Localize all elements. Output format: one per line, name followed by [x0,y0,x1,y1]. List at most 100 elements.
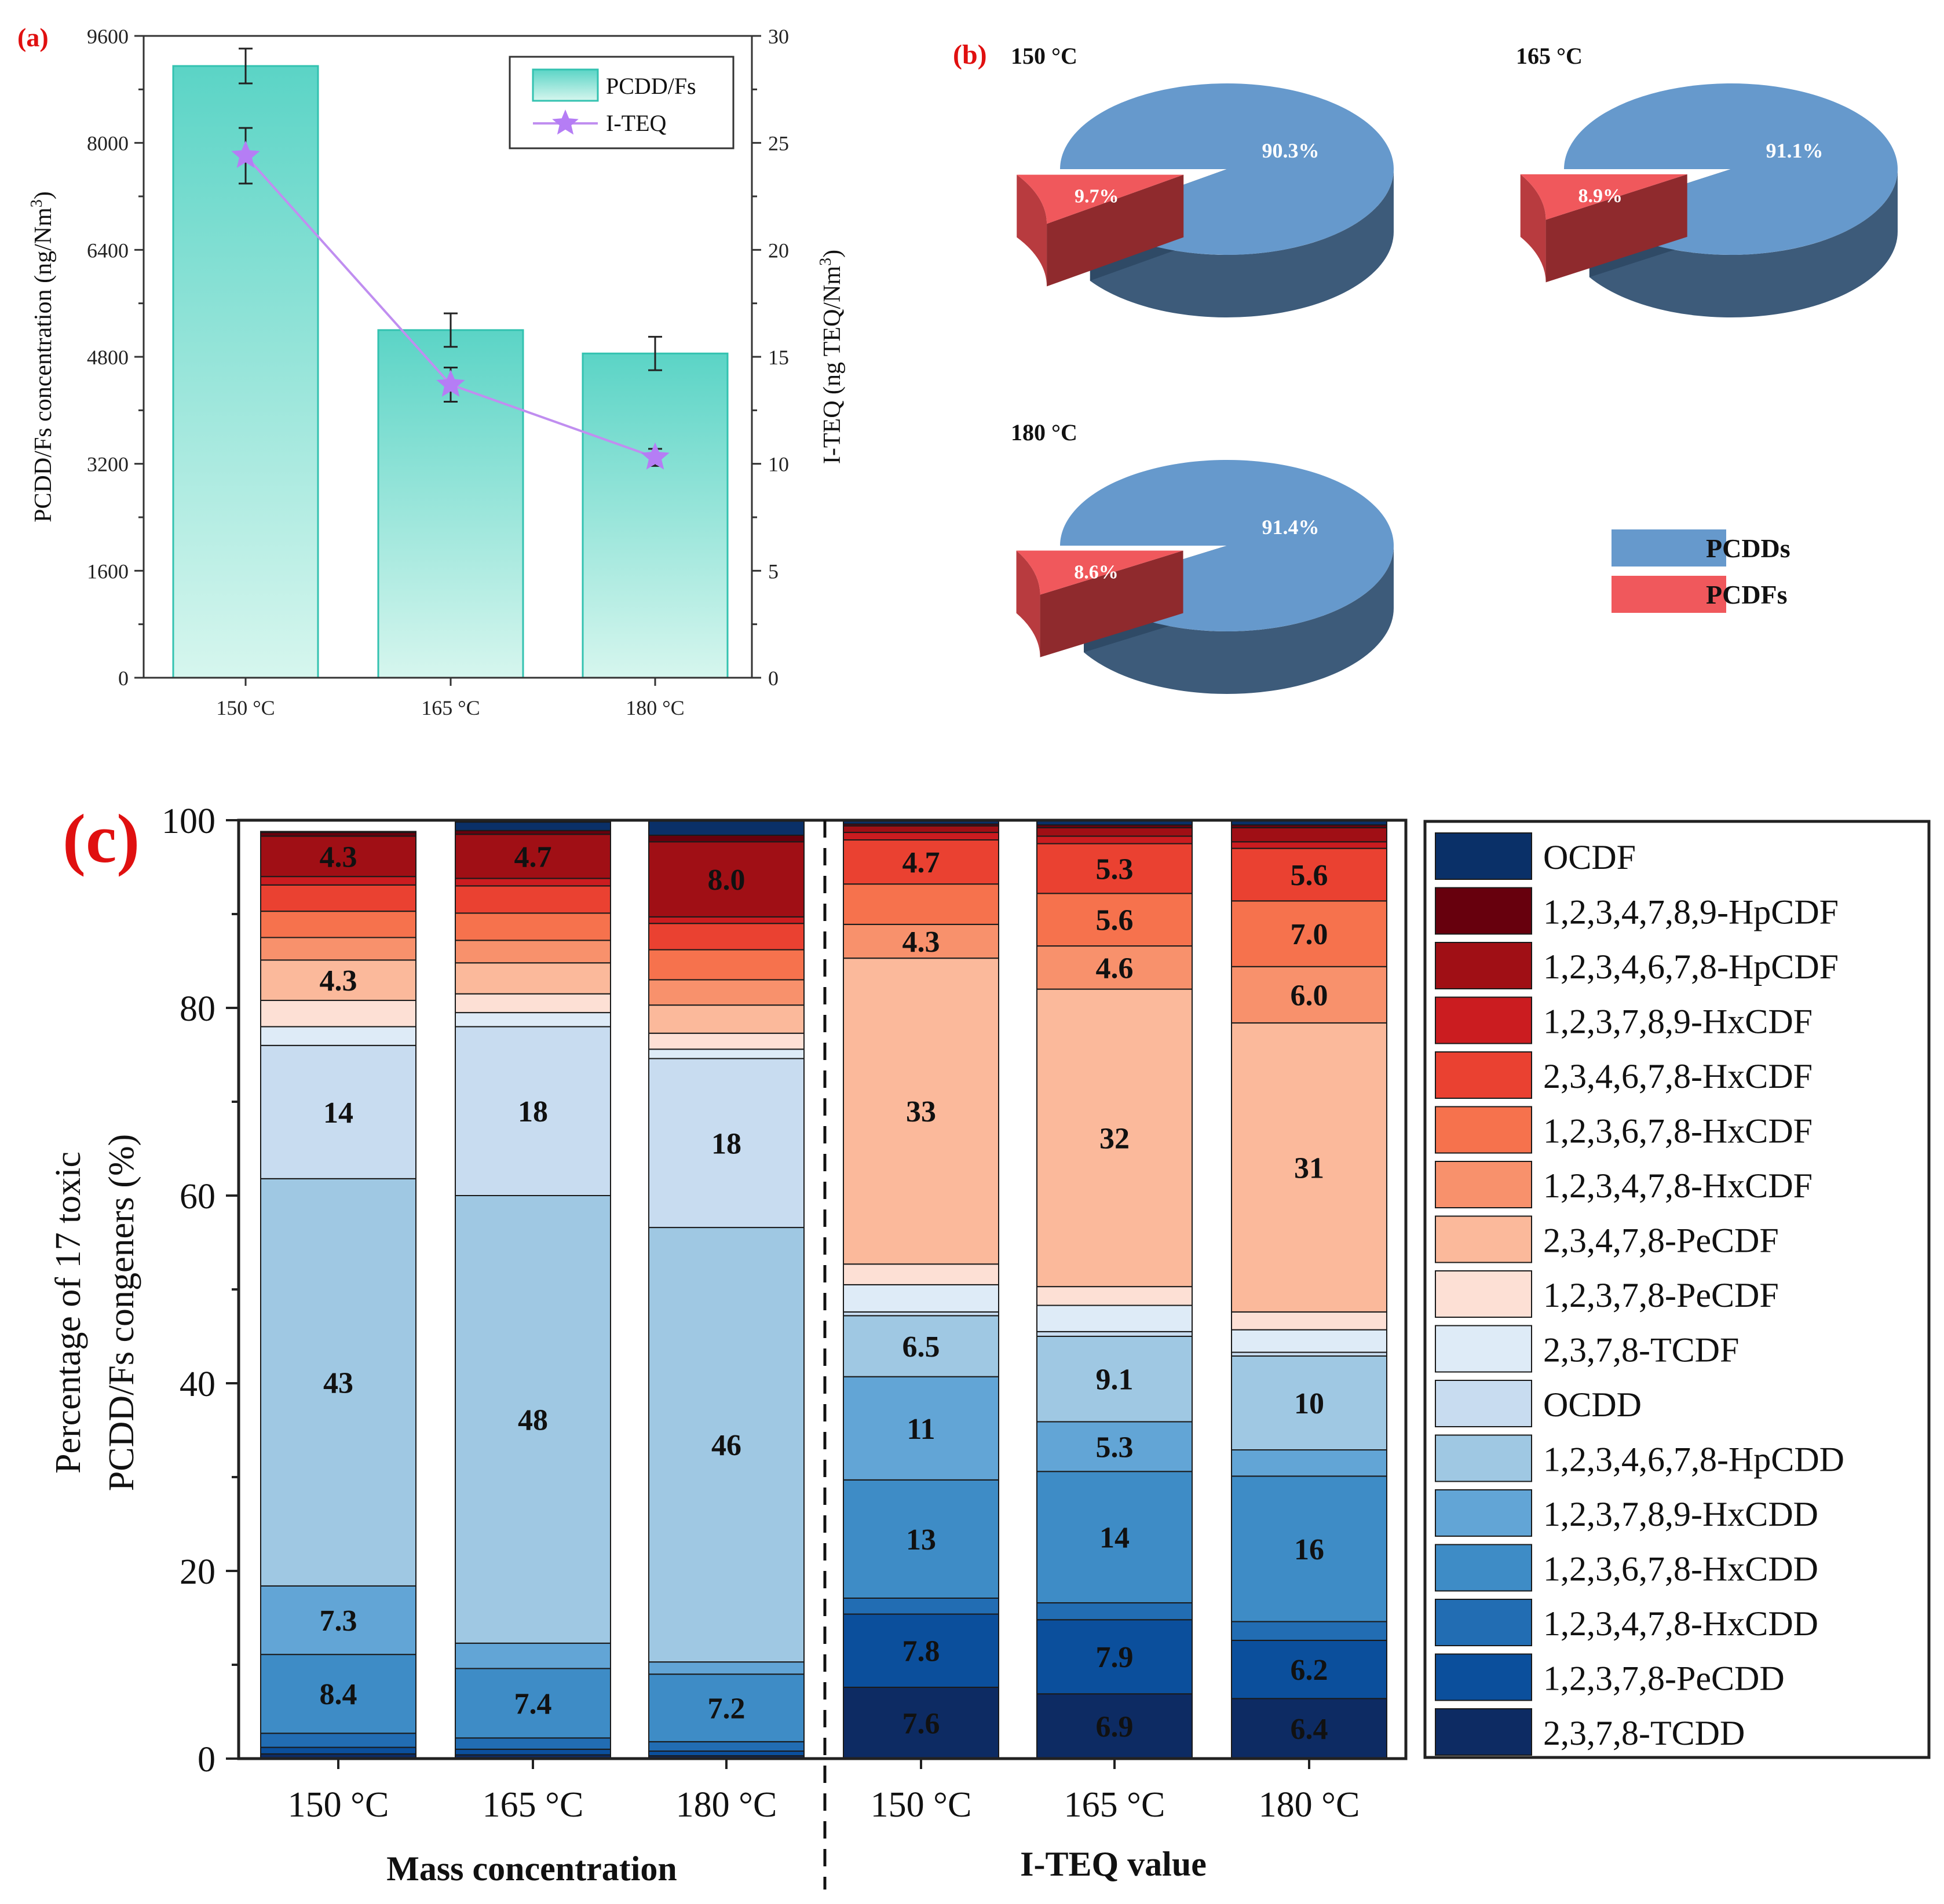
stack-seg-1-2-3-7-8-pecdd [843,1613,999,1688]
y-axis-label-line1: Percentage of 17 toxic [49,1152,88,1474]
right-tick-label: 5 [768,560,779,583]
pie-150-c-title: 150 °C [1011,43,1077,69]
legend-pcdfs-swatch [1612,576,1726,613]
stack-label-1-2-3-4-6-7-8-hpcdd: 46 [711,1429,741,1462]
stack-seg-1-2-3-4-6-7-8-hpcdd [1036,1336,1193,1423]
y-tick-label: 60 [180,1177,215,1216]
iteq-marker-star [231,140,260,168]
x-tick-label: 165 °C [421,696,480,719]
stack-label-1-2-3-6-7-8-hxcdd: 14 [1099,1522,1130,1555]
x-tick-label: 150 °C [288,1785,389,1825]
stack-seg-2-3-7-8-tcdf [648,1048,805,1059]
pie-180-c-pcdds-label: 91.4% [1262,516,1320,539]
stack-seg-1-2-3-4-7-8-hxcdd [260,1733,416,1748]
stack-seg-1-2-3-6-7-8-hxcdf [1231,900,1387,967]
legend-swatch-1-2-3-4-7-8-hxcdf [1435,1161,1532,1208]
stack-seg-ocdd [260,1044,416,1179]
stack-seg-2-3-4-6-7-8-hxcdf [260,884,416,912]
stack-seg-1-2-3-4-7-8-hxcdf [648,979,805,1006]
stack-seg-1-2-3-7-8-pecdf [1036,1286,1193,1306]
stack-seg-1-2-3-7-8-pecdd [1231,1639,1387,1700]
stack-seg-1-2-3-4-7-8-9-hpcdf [648,834,805,843]
x-tick-label: 165 °C [1064,1785,1165,1825]
pie-150-c-pcdds-side [1090,169,1394,318]
pie-150-c-pcdds-label: 90.3% [1262,139,1320,162]
y-tick-label: 80 [180,989,215,1029]
pie-165-c-title: 165 °C [1516,43,1583,69]
stack-seg-1-2-3-6-7-8-hxcdd [1231,1475,1387,1622]
right-tick-label: 25 [768,132,789,155]
stack-seg-1-2-3-4-6-7-8-hpcdf [260,835,416,878]
legend-pcdfs-label: PCDFs [1706,580,1788,609]
panel-c-stacked-bar-chart: 8.4 7.3 43 14 4.3 4.3 7.4 48 18 4.7 7.2 46 18 8.0 7.6 7… [49,802,1931,1890]
legend-label-1-2-3-4-7-8-hxcdf: 1,2,3,4,7,8-HxCDF [1543,1167,1813,1205]
stack-seg-1-2-3-4-7-8-hxcdf [843,923,999,959]
stack-seg-1-2-3-4-6-7-8-hpcdd [1231,1355,1387,1451]
stack-seg-2-3-4-6-7-8-hxcdf [843,839,999,885]
stack-seg-ocdf [455,821,611,831]
panel-a-tag: (a) [17,23,49,52]
stack-seg-1-2-3-7-8-pecdf [648,1032,805,1050]
right-tick-label: 30 [768,25,789,48]
stack-label-1-2-3-6-7-8-hxcdd: 7.4 [514,1687,552,1720]
stack-seg-1-2-3-7-8-pecdf [1231,1311,1387,1331]
stack-seg-1-2-3-4-6-7-8-hpcdf [1231,827,1387,843]
legend-star-swatch [552,109,579,135]
stack-label-1-2-3-4-6-7-8-hpcdd: 48 [518,1404,548,1437]
stack-seg-1-2-3-4-7-8-hxcdd [455,1737,611,1750]
right-tick-label: 0 [768,667,779,690]
legend-bar-swatch [532,68,599,102]
pie-165-c-pcdds-side [1589,169,1898,318]
legend-swatch-2-3-7-8-tcdf [1435,1325,1532,1373]
legend-swatch-2-3-4-6-7-8-hxcdf [1435,1051,1532,1099]
pie-150-c-pcdfs-label: 9.7% [1075,186,1119,207]
group-label-i-teq-value: I-TEQ value [1020,1845,1207,1883]
iteq-marker-star [436,370,465,397]
stack-seg-1-2-3-7-8-9-hxcdd [1231,1449,1387,1477]
right-axis-label: I-TEQ (ng TEQ/Nm3) [817,250,846,464]
legend-swatch-1-2-3-7-8-pecdf [1435,1270,1532,1318]
panel-b-tag: (b) [953,39,987,70]
legend-swatch-1-2-3-7-8-9-hxcdf [1435,996,1532,1044]
stack-seg-1-2-3-6-7-8-hxcdf [648,949,805,981]
stack-seg-1-2-3-7-8-pecdd [648,1750,805,1757]
stack-label-1-2-3-4-6-7-8-hpcdd: 10 [1294,1387,1324,1420]
stack-seg-1-2-3-7-8-9-hxcdf [843,832,999,841]
left-tick-label: 6400 [87,239,129,262]
stack-label-1-2-3-6-7-8-hxcdf: 5.6 [1096,904,1134,937]
legend-swatch-2-3-7-8-tcdd [1435,1708,1532,1756]
legend-label-1-2-3-4-7-8-hxcdd: 1,2,3,4,7,8-HxCDD [1543,1605,1818,1643]
stack-label-1-2-3-7-8-pecdd: 7.9 [1096,1641,1134,1674]
left-tick-label: 4800 [87,346,129,369]
legend-label-1-2-3-4-6-7-8-hpcdd: 1,2,3,4,6,7,8-HpCDD [1543,1441,1844,1479]
iteq-marker-star [641,442,670,470]
stack-label-1-2-3-4-6-7-8-hpcdd: 6.5 [902,1331,940,1364]
stack-label-1-2-3-4-6-7-8-hpcdf: 4.3 [320,840,357,874]
stack-label-1-2-3-6-7-8-hxcdd: 16 [1294,1533,1324,1566]
stack-seg-2-3-4-7-8-pecdf [1231,1022,1387,1313]
stack-seg-2-3-7-8-tcdf [843,1284,999,1313]
pie-180-c-pcdds-side [1084,546,1394,695]
stack-label-1-2-3-6-7-8-hxcdf: 7.0 [1291,918,1328,951]
stack-seg-1-2-3-4-6-7-8-hpcdd [648,1227,805,1663]
stack-seg-2-3-7-8-tcdf [455,1012,611,1028]
pie-150-c-pcdfs-slice [1017,174,1184,224]
legend-swatch-ocdf [1435,832,1532,880]
stack-label-2-3-4-7-8-pecdf: 32 [1099,1122,1130,1155]
legend-label-2-3-7-8-tcdd: 2,3,7,8-TCDD [1543,1714,1745,1752]
stack-seg-1-2-3-4-6-7-8-hpcdf [1036,827,1193,837]
stack-label-1-2-3-6-7-8-hxcdd: 8.4 [320,1678,357,1711]
stack-label-1-2-3-7-8-pecdd: 6.2 [1291,1654,1328,1687]
stack-seg-1-2-3-7-8-9-hxcdf [648,916,805,924]
legend-swatch-1-2-3-7-8-9-hxcdd [1435,1489,1532,1537]
stack-seg-1-2-3-4-6-7-8-hpcdd [455,1195,611,1644]
legend-swatch-1-2-3-4-7-8-9-hpcdf [1435,887,1532,935]
right-tick-label: 10 [768,453,789,476]
stack-seg-1-2-3-4-7-8-hxcdf [1231,966,1387,1024]
stack-label-1-2-3-7-8-9-hxcdd: 11 [907,1413,935,1446]
pie-165-c-pcdfs-label: 8.9% [1578,185,1623,207]
stack-seg-ocdd [1036,1331,1193,1337]
legend-swatch-ocdd [1435,1380,1532,1427]
stack-seg-1-2-3-4-7-8-hxcdd [843,1597,999,1615]
